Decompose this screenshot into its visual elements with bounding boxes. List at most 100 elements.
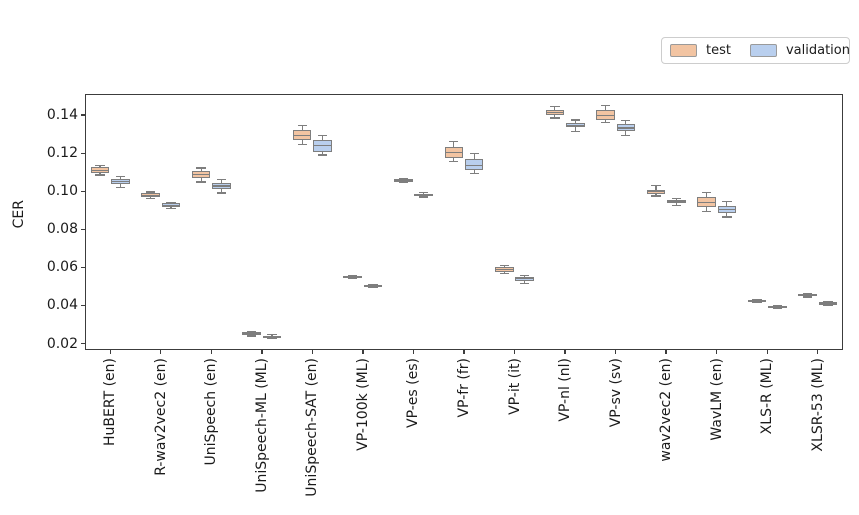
median-validation-XLS-R (ML) <box>768 306 787 308</box>
whisker-cap-bottom-validation-UniSpeech (en) <box>216 192 227 194</box>
median-test-UniSpeech-ML (ML) <box>242 332 261 335</box>
whisker-cap-bottom-validation-wav2vec2 (en) <box>671 204 682 206</box>
whisker-cap-bottom-test-VP-sv (sv) <box>600 122 611 124</box>
whisker-cap-bottom-test-R-wav2vec2 (en) <box>145 197 156 200</box>
y-tick-mark <box>80 266 85 269</box>
whisker-cap-bottom-test-UniSpeech-SAT (en) <box>297 143 307 145</box>
whisker-cap-bottom-validation-UniSpeech-ML (ML) <box>267 337 277 340</box>
x-tick-mark <box>513 350 516 354</box>
median-test-XLS-R (ML) <box>747 300 767 302</box>
y-tick-label: 0.08 <box>46 221 78 238</box>
whisker-cap-top-validation-XLS-R (ML) <box>772 305 783 307</box>
median-validation-R-wav2vec2 (en) <box>161 204 181 207</box>
x-tick-label: VP-es (es) <box>405 358 422 428</box>
median-test-R-wav2vec2 (en) <box>141 194 160 196</box>
whisker-cap-top-test-UniSpeech (en) <box>196 167 206 169</box>
y-tick-mark <box>80 228 85 230</box>
whisker-cap-bottom-test-VP-it (it) <box>499 272 510 275</box>
y-tick-label: 0.06 <box>46 259 78 276</box>
whisker-cap-bottom-validation-VP-es (es) <box>418 196 429 198</box>
y-tick-label: 0.02 <box>46 335 78 352</box>
legend-swatch-test <box>670 44 697 57</box>
legend-item-test: test <box>670 43 731 58</box>
whisker-cap-top-test-VP-nl (nl) <box>550 105 560 107</box>
median-validation-VP-100k (ML) <box>363 285 383 287</box>
x-tick-label: UniSpeech-ML (ML) <box>253 358 270 493</box>
legend-item-validation: validation <box>749 43 850 58</box>
whisker-cap-bottom-test-VP-fr (fr) <box>449 161 459 163</box>
median-test-UniSpeech-SAT (en) <box>292 135 312 137</box>
whisker-cap-top-test-wav2vec2 (en) <box>651 184 661 186</box>
whisker-cap-bottom-validation-XLSR-53 (ML) <box>823 304 833 307</box>
y-axis-label: CER <box>11 200 27 229</box>
median-validation-UniSpeech (en) <box>212 185 231 187</box>
legend: test validation <box>661 37 850 64</box>
median-test-wav2vec2 (en) <box>646 190 666 193</box>
y-tick-mark <box>80 152 85 154</box>
x-tick-label: VP-it (it) <box>506 358 523 415</box>
median-validation-VP-nl (nl) <box>566 124 585 127</box>
median-validation-VP-fr (fr) <box>464 164 484 166</box>
x-tick-label: XLSR-53 (ML) <box>809 358 826 452</box>
x-tick-mark <box>160 350 162 354</box>
whisker-cap-top-validation-VP-fr (fr) <box>469 152 479 155</box>
x-tick-mark <box>412 350 415 354</box>
x-tick-mark <box>766 350 768 354</box>
whisker-cap-bottom-validation-HuBERT (en) <box>115 186 126 189</box>
legend-label-validation: validation <box>785 43 850 58</box>
whisker-cap-top-test-VP-sv (sv) <box>600 104 611 106</box>
whisker-cap-bottom-test-XLSR-53 (ML) <box>802 296 813 298</box>
median-validation-VP-es (es) <box>414 194 433 196</box>
whisker-cap-top-validation-wav2vec2 (en) <box>671 197 682 200</box>
median-test-VP-fr (fr) <box>444 151 464 154</box>
y-tick-mark <box>80 342 85 345</box>
median-test-VP-100k (ML) <box>343 276 362 278</box>
x-tick-mark <box>463 350 465 354</box>
median-test-VP-nl (nl) <box>545 111 565 113</box>
median-validation-VP-it (it) <box>515 278 534 280</box>
x-tick-mark <box>564 350 566 354</box>
whisker-cap-bottom-validation-R-wav2vec2 (en) <box>166 207 176 209</box>
y-tick-mark <box>80 304 85 307</box>
whisker-cap-bottom-test-WavLM (en) <box>701 210 712 212</box>
median-test-VP-sv (sv) <box>596 115 615 117</box>
whisker-cap-top-validation-VP-es (es) <box>418 192 429 194</box>
median-validation-WavLM (en) <box>717 208 737 210</box>
x-tick-mark <box>311 350 314 354</box>
whisker-cap-top-validation-UniSpeech-SAT (en) <box>317 134 328 136</box>
whisker-cap-bottom-test-VP-100k (ML) <box>348 278 358 280</box>
median-test-VP-it (it) <box>495 268 514 270</box>
whisker-cap-bottom-test-HuBERT (en) <box>95 174 105 176</box>
median-test-VP-es (es) <box>394 179 413 182</box>
x-tick-label: wav2vec2 (en) <box>658 358 675 462</box>
whisker-cap-top-validation-VP-it (it) <box>520 275 530 277</box>
whisker-cap-bottom-test-UniSpeech-ML (ML) <box>246 335 257 337</box>
whisker-cap-bottom-test-VP-nl (nl) <box>550 117 560 119</box>
y-tick-label: 0.12 <box>46 145 78 162</box>
y-tick-label: 0.14 <box>46 107 78 124</box>
x-tick-label: VP-fr (fr) <box>456 358 472 418</box>
whisker-cap-top-validation-VP-100k (ML) <box>368 283 378 285</box>
x-tick-label: XLS-R (ML) <box>759 358 776 435</box>
x-tick-label: R-wav2vec2 (en) <box>152 358 169 476</box>
x-tick-mark <box>261 350 263 354</box>
whisker-cap-bottom-test-VP-es (es) <box>398 181 408 184</box>
plot-area <box>85 94 843 350</box>
whisker-cap-bottom-validation-VP-sv (sv) <box>621 134 631 136</box>
x-tick-mark <box>362 350 364 354</box>
median-validation-wav2vec2 (en) <box>667 201 686 203</box>
x-tick-label: VP-100k (ML) <box>354 358 371 451</box>
whisker-cap-top-test-XLSR-53 (ML) <box>802 293 813 295</box>
x-tick-label: HuBERT (en) <box>102 358 119 446</box>
whisker-cap-bottom-validation-VP-100k (ML) <box>368 286 378 289</box>
whisker-cap-top-validation-HuBERT (en) <box>115 176 126 178</box>
x-tick-label: UniSpeech (en) <box>203 358 220 466</box>
whisker-cap-top-validation-UniSpeech (en) <box>216 178 227 180</box>
y-tick-mark <box>80 114 85 116</box>
median-validation-XLSR-53 (ML) <box>818 302 838 304</box>
whisker-cap-top-validation-R-wav2vec2 (en) <box>166 201 176 203</box>
median-validation-UniSpeech-ML (ML) <box>262 336 282 338</box>
whisker-cap-top-validation-WavLM (en) <box>722 201 732 203</box>
whisker-cap-top-test-VP-100k (ML) <box>348 274 358 277</box>
